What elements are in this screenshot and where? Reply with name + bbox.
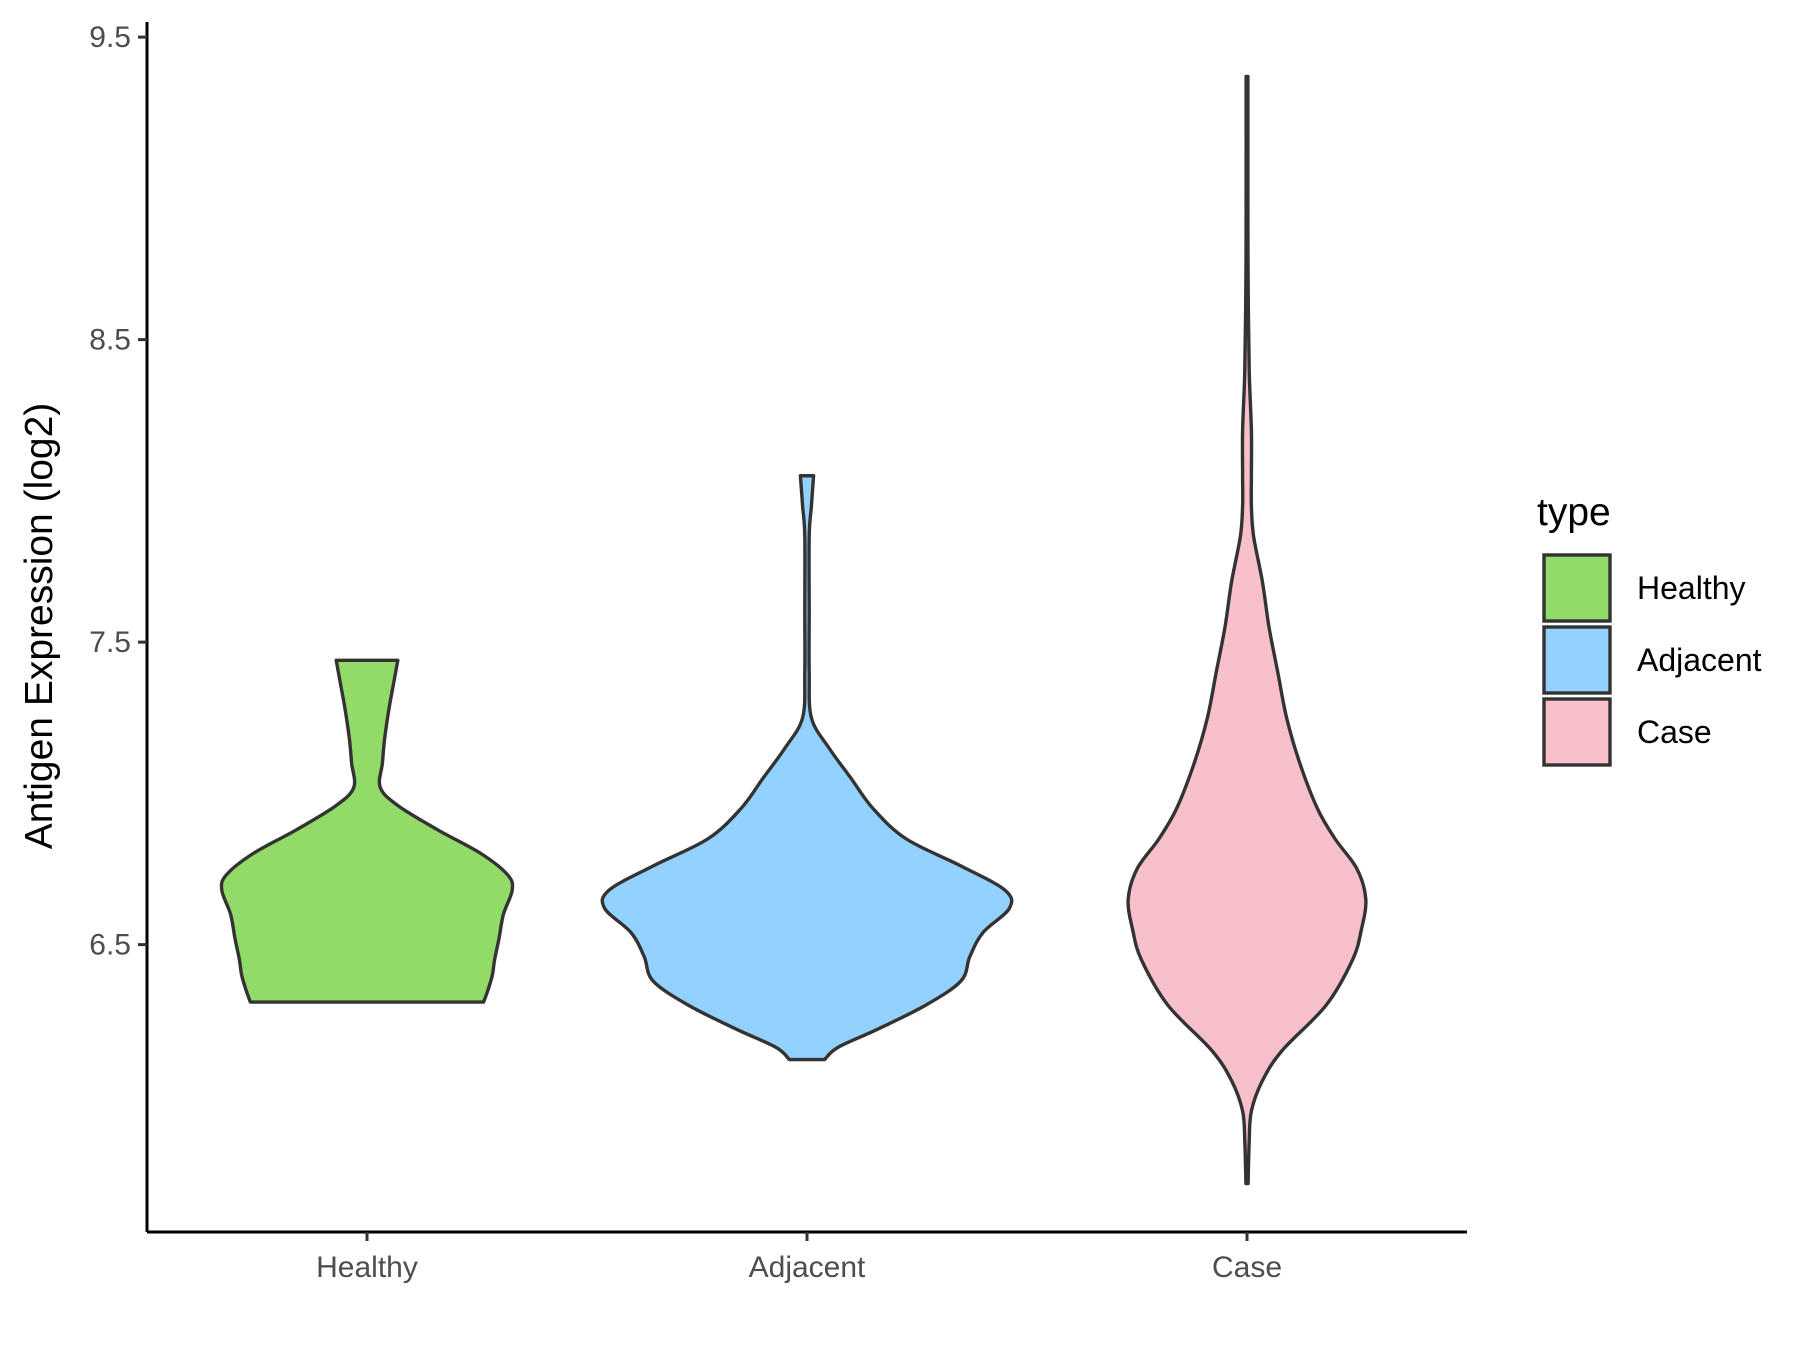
y-tick-label: 6.5: [89, 929, 131, 962]
y-axis-ticks: 6.5 7.5 8.5 9.5: [89, 21, 147, 962]
legend-key-adjacent: [1542, 625, 1612, 695]
violin-case: [1126, 74, 1368, 1186]
y-tick-label: 8.5: [89, 324, 131, 357]
violin-healthy: [219, 658, 515, 1004]
x-tick-label: Case: [1212, 1251, 1282, 1284]
legend: type Healthy Adjacent Case: [1537, 491, 1762, 767]
x-tick-label: Healthy: [316, 1251, 418, 1284]
legend-label-case: Case: [1637, 714, 1712, 750]
legend-key-case: [1542, 697, 1612, 767]
legend-label-healthy: Healthy: [1637, 570, 1746, 606]
legend-key-healthy: [1542, 553, 1612, 623]
violin-layer: [219, 74, 1368, 1186]
legend-title: type: [1537, 491, 1611, 534]
y-tick-label: 9.5: [89, 21, 131, 54]
x-axis-ticks: Healthy Adjacent Case: [316, 1232, 1282, 1284]
legend-label-adjacent: Adjacent: [1637, 642, 1762, 678]
violin-adjacent: [600, 474, 1014, 1062]
x-tick-label: Adjacent: [749, 1251, 866, 1284]
y-tick-label: 7.5: [89, 626, 131, 659]
y-axis-title: Antigen Expression (log2): [18, 403, 61, 850]
